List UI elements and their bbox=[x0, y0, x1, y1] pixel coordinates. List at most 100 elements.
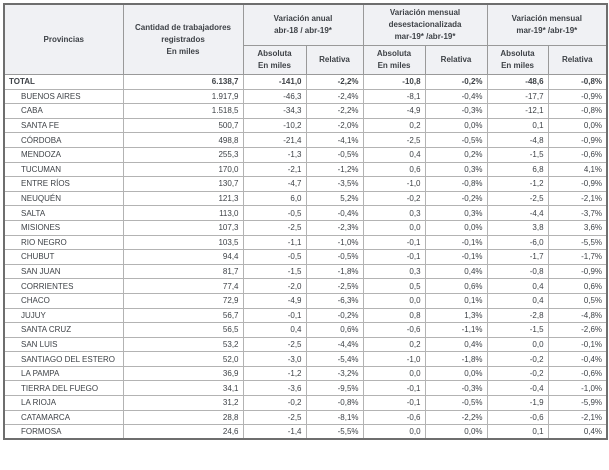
value-cell: -3,0 bbox=[242, 351, 307, 367]
col-header-mensual-absoluta: Absoluta En miles bbox=[486, 45, 549, 75]
province-cell: RIO NEGRO bbox=[3, 234, 124, 251]
table-row: RIO NEGRO 103,5 -1,1 -1,0% -0,1 -0,1% -6,0 -5,5… bbox=[3, 234, 608, 251]
value-cell: -0,5% bbox=[305, 146, 364, 163]
value-cell: -0,8% bbox=[305, 395, 364, 411]
value-cell: -3,6 bbox=[242, 380, 307, 397]
value-cell: -1,8% bbox=[305, 263, 364, 280]
value-cell: 0,3 bbox=[362, 205, 426, 221]
value-cell: -12,1 bbox=[486, 103, 549, 119]
col-header-mensual-desest-absoluta: Absoluta En miles bbox=[362, 45, 426, 75]
value-cell: -3,5% bbox=[305, 176, 364, 192]
province-cell: CATAMARCA bbox=[3, 409, 124, 426]
col-header-cantidad-trabajadores: Cantidad de trabajadores registrados En … bbox=[122, 3, 244, 75]
table-row: MISIONES 107,3 -2,5 -2,3% 0,0 0,0% 3,8 3,6% bbox=[3, 219, 608, 236]
value-cell: -6,3% bbox=[305, 292, 364, 309]
province-cell: TIERRA DEL FUEGO bbox=[3, 380, 124, 397]
col-group-variacion-mensual: Variación mensual mar-19* /abr-19* bbox=[486, 3, 608, 46]
value-cell: -46,3 bbox=[242, 88, 307, 105]
value-cell: -0,1 bbox=[362, 234, 426, 251]
value-cell: -4,7 bbox=[242, 176, 307, 192]
value-cell: -4,8 bbox=[486, 132, 549, 148]
value-cell: -0,4% bbox=[547, 351, 608, 367]
province-cell: TOTAL bbox=[3, 74, 124, 90]
registered-workers-table-container: Provincias Cantidad de trabajadores regi… bbox=[3, 3, 609, 441]
value-cell: 0,1 bbox=[486, 117, 549, 134]
value-cell: -1,1% bbox=[424, 322, 488, 338]
province-cell: SAN JUAN bbox=[3, 263, 124, 280]
value-cell: -0,8% bbox=[547, 74, 608, 90]
province-cell: NEUQUÉN bbox=[3, 190, 124, 207]
value-cell: 121,3 bbox=[122, 190, 244, 207]
value-cell: 0,0 bbox=[362, 219, 426, 236]
value-cell: -0,6% bbox=[547, 365, 608, 382]
value-cell: -4,9 bbox=[242, 292, 307, 309]
table-row: CÓRDOBA 498,8 -21,4 -4,1% -2,5 -0,5% -4,8 -0,9% bbox=[3, 132, 608, 148]
table-row: NEUQUÉN 121,3 6,0 5,2% -0,2 -0,2% -2,5 -2,1% bbox=[3, 190, 608, 207]
value-cell: 170,0 bbox=[122, 161, 244, 178]
value-cell: -0,6 bbox=[362, 409, 426, 426]
value-cell: 0,5 bbox=[362, 278, 426, 294]
value-cell: -5,5% bbox=[305, 424, 364, 440]
province-cell: ENTRE RÍOS bbox=[3, 176, 124, 192]
value-cell: -4,4 bbox=[486, 205, 549, 221]
table-header: Provincias Cantidad de trabajadores regi… bbox=[3, 3, 608, 75]
value-cell: -1,2 bbox=[242, 365, 307, 382]
value-cell: -0,5% bbox=[424, 395, 488, 411]
value-cell: 0,0 bbox=[362, 292, 426, 309]
col-header-anual-absoluta: Absoluta En miles bbox=[242, 45, 307, 75]
value-cell: 4,1% bbox=[547, 161, 608, 178]
value-cell: -0,2 bbox=[486, 365, 549, 382]
province-cell: CHACO bbox=[3, 292, 124, 309]
value-cell: 107,3 bbox=[122, 219, 244, 236]
value-cell: 0,1 bbox=[486, 424, 549, 440]
value-cell: 113,0 bbox=[122, 205, 244, 221]
value-cell: -2,3% bbox=[305, 219, 364, 236]
value-cell: -1,0 bbox=[362, 351, 426, 367]
value-cell: 0,4% bbox=[424, 336, 488, 353]
value-cell: -2,5 bbox=[242, 336, 307, 353]
province-cell: TUCUMAN bbox=[3, 161, 124, 178]
table-row: TUCUMAN 170,0 -2,1 -1,2% 0,6 0,3% 6,8 4,1% bbox=[3, 161, 608, 178]
value-cell: -0,2% bbox=[305, 307, 364, 324]
value-cell: -8,1 bbox=[362, 88, 426, 105]
value-cell: -0,2 bbox=[362, 190, 426, 207]
value-cell: -0,3% bbox=[424, 103, 488, 119]
value-cell: 0,4% bbox=[547, 424, 608, 440]
value-cell: 3,8 bbox=[486, 219, 549, 236]
province-cell: CÓRDOBA bbox=[3, 132, 124, 148]
value-cell: -4,9 bbox=[362, 103, 426, 119]
table-row: LA RIOJA 31,2 -0,2 -0,8% -0,1 -0,5% -1,9 -5,9% bbox=[3, 395, 608, 411]
value-cell: -0,2 bbox=[242, 395, 307, 411]
value-cell: 498,8 bbox=[122, 132, 244, 148]
value-cell: 0,4 bbox=[486, 278, 549, 294]
value-cell: -0,9% bbox=[547, 132, 608, 148]
province-cell: SALTA bbox=[3, 205, 124, 221]
value-cell: 0,0% bbox=[424, 219, 488, 236]
value-cell: -2,1 bbox=[242, 161, 307, 178]
value-cell: -0,1% bbox=[424, 234, 488, 251]
value-cell: 0,0 bbox=[362, 365, 426, 382]
value-cell: 31,2 bbox=[122, 395, 244, 411]
col-header-mensual-relativa: Relativa bbox=[547, 45, 608, 75]
value-cell: -4,4% bbox=[305, 336, 364, 353]
value-cell: -0,4 bbox=[486, 380, 549, 397]
value-cell: 0,5% bbox=[547, 292, 608, 309]
table-body: TOTAL 6.138,7 -141,0 -2,2% -10,8 -0,2% -48,6 -0… bbox=[3, 74, 608, 440]
value-cell: -34,3 bbox=[242, 103, 307, 119]
value-cell: -2,8 bbox=[486, 307, 549, 324]
value-cell: 0,6% bbox=[305, 322, 364, 338]
value-cell: 0,0% bbox=[424, 117, 488, 134]
col-header-provincias: Provincias bbox=[3, 3, 124, 75]
province-cell: MISIONES bbox=[3, 219, 124, 236]
value-cell: -0,5 bbox=[242, 249, 307, 265]
value-cell: -0,2% bbox=[424, 74, 488, 90]
province-cell: SANTA CRUZ bbox=[3, 322, 124, 338]
value-cell: 0,4 bbox=[242, 322, 307, 338]
value-cell: 52,0 bbox=[122, 351, 244, 367]
value-cell: 56,5 bbox=[122, 322, 244, 338]
value-cell: 1.518,5 bbox=[122, 103, 244, 119]
value-cell: -5,4% bbox=[305, 351, 364, 367]
province-cell: FORMOSA bbox=[3, 424, 124, 440]
table-row: TIERRA DEL FUEGO 34,1 -3,6 -9,5% -0,1 -0,3% -0… bbox=[3, 380, 608, 397]
value-cell: -2,1% bbox=[547, 190, 608, 207]
